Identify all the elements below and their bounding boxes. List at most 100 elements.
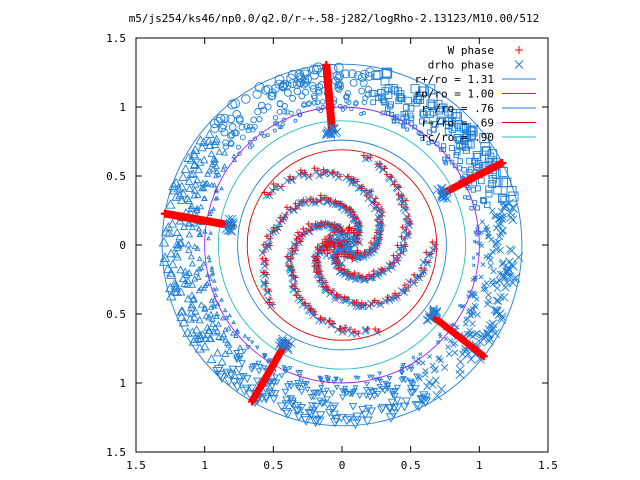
- drho-point: [310, 92, 318, 100]
- drho-point: [299, 414, 311, 424]
- drho-point: [200, 341, 210, 351]
- drho-point: [208, 160, 217, 168]
- w-point: [398, 233, 405, 240]
- drho-point: [210, 328, 219, 336]
- drho-point: [319, 99, 326, 105]
- drho-point: [461, 143, 469, 151]
- drho-point: [329, 418, 341, 428]
- drho-point: [199, 183, 207, 190]
- drho-point: [315, 171, 324, 180]
- drho-point: [231, 319, 236, 325]
- drho-point: [418, 352, 423, 357]
- w-point: [392, 290, 399, 297]
- drho-point: [202, 228, 208, 234]
- legend-label: r+/ro = 1.31: [415, 73, 494, 86]
- drho-point: [178, 274, 188, 282]
- drho-point: [359, 111, 364, 116]
- w-point: [260, 241, 267, 248]
- drho-point: [259, 130, 264, 136]
- drho-point: [328, 390, 336, 397]
- drho-point: [423, 259, 432, 268]
- drho-point: [206, 354, 217, 364]
- drho-point: [310, 389, 318, 397]
- drho-point: [219, 297, 224, 302]
- w-point: [320, 166, 327, 173]
- drho-point: [349, 214, 357, 223]
- drho-point: [283, 89, 292, 97]
- drho-point: [302, 88, 310, 96]
- w-point: [401, 282, 408, 289]
- drho-point: [395, 97, 403, 105]
- drho-point: [391, 387, 399, 395]
- drho-point: [411, 401, 422, 411]
- drho-point: [401, 363, 407, 368]
- drho-point: [425, 84, 436, 95]
- x-tick-label: 1: [476, 459, 483, 472]
- w-point: [383, 171, 390, 178]
- drho-point: [223, 376, 235, 387]
- drho-point: [363, 404, 373, 413]
- w-point: [266, 299, 273, 306]
- drho-point: [461, 134, 470, 143]
- drho-point: [467, 311, 474, 318]
- drho-point: [389, 178, 398, 187]
- drho-point: [271, 83, 280, 93]
- drho-point: [469, 320, 476, 327]
- drho-point: [496, 270, 504, 278]
- drho-point: [257, 101, 266, 110]
- drho-point: [195, 225, 202, 232]
- drho-point: [408, 381, 417, 389]
- drho-point: [368, 90, 376, 97]
- drho-point: [448, 125, 457, 133]
- w-point: [314, 246, 321, 253]
- drho-point: [260, 280, 269, 289]
- drho-point: [195, 157, 205, 166]
- w-point: [322, 60, 331, 69]
- w-point: [286, 173, 293, 180]
- w-point: [384, 294, 391, 301]
- drho-point: [240, 348, 248, 355]
- drho-point: [408, 388, 418, 397]
- drho-point: [327, 252, 336, 261]
- drho-point: [211, 286, 217, 292]
- drho-point: [314, 99, 321, 106]
- drho-point: [325, 379, 331, 384]
- drho-point: [390, 86, 399, 95]
- drho-point: [265, 388, 274, 397]
- drho-point: [353, 100, 359, 106]
- drho-point: [370, 393, 379, 400]
- drho-point: [223, 339, 231, 346]
- drho-point: [165, 199, 176, 209]
- drho-point: [293, 406, 303, 416]
- drho-point: [206, 254, 212, 259]
- drho-point: [419, 86, 429, 96]
- drho-point: [176, 311, 187, 321]
- drho-point: [247, 384, 257, 393]
- drho-point: [477, 241, 483, 246]
- drho-point: [425, 378, 433, 386]
- drho-point: [213, 313, 220, 320]
- drho-point: [263, 288, 272, 296]
- w-point: [305, 220, 312, 227]
- drho-point: [221, 149, 229, 156]
- drho-point: [494, 297, 503, 306]
- w-point: [347, 253, 355, 261]
- drho-point: [210, 270, 216, 275]
- drho-point: [397, 287, 406, 295]
- drho-point: [434, 106, 444, 115]
- drho-point: [292, 80, 302, 89]
- drho-point: [454, 149, 461, 156]
- drho-point: [485, 255, 492, 261]
- drho-point: [298, 388, 306, 396]
- drho-point: [295, 170, 303, 179]
- drho-point: [212, 172, 219, 179]
- drho-point: [198, 137, 209, 147]
- drho-point: [340, 107, 346, 112]
- w-point: [394, 242, 401, 249]
- drho-point: [293, 412, 305, 422]
- drho-point: [371, 70, 381, 81]
- drho-point: [505, 272, 515, 281]
- drho-point: [213, 327, 221, 334]
- drho-point: [456, 357, 465, 366]
- drho-point: [177, 181, 187, 191]
